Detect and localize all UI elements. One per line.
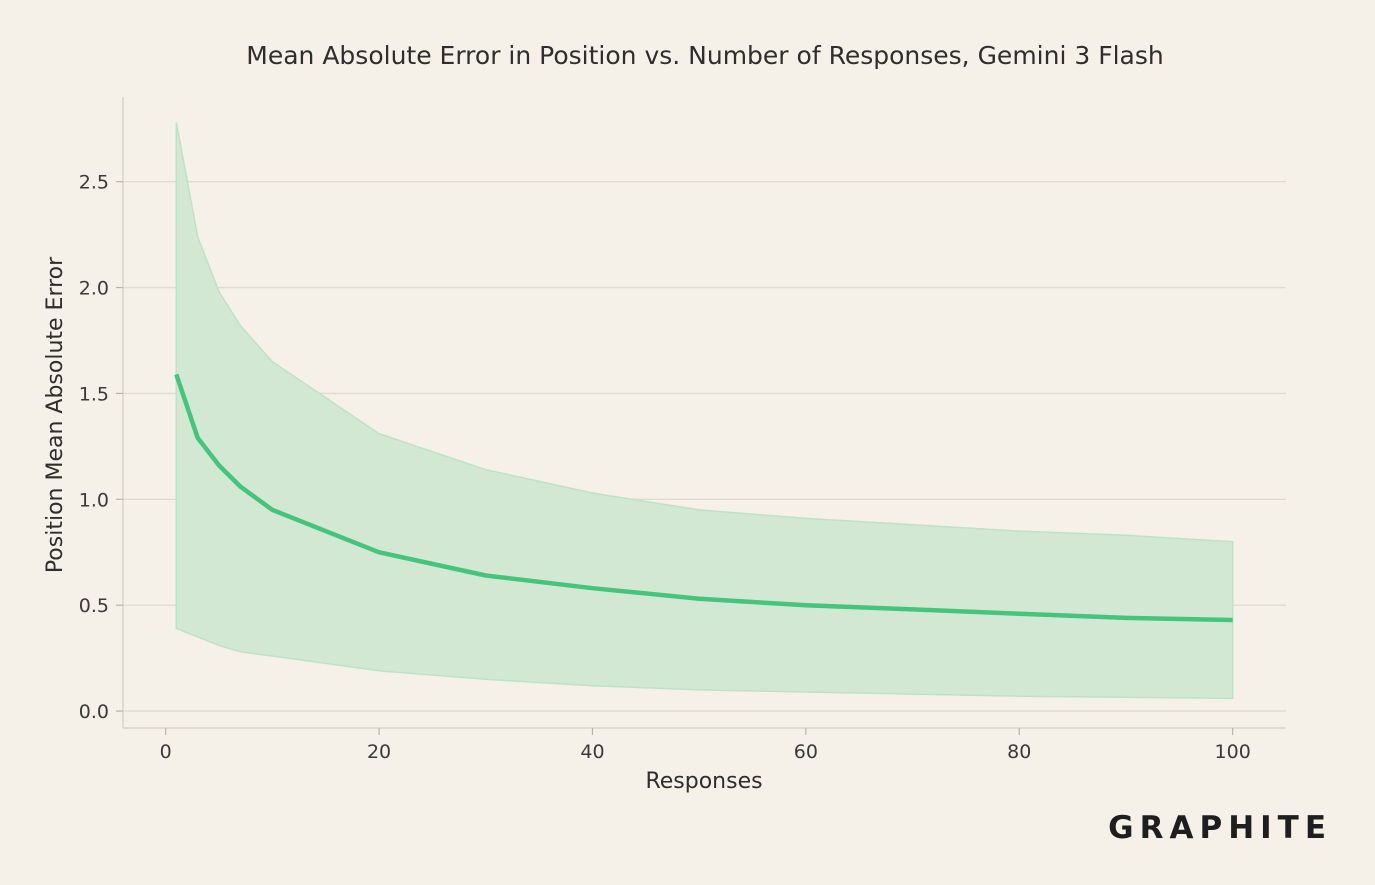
line-layer <box>174 373 1233 623</box>
ticks-layer: 0.0 0.5 1.0 1.5 2.0 2.5 0 20 40 60 80 100 <box>79 172 1251 763</box>
y-tick-label: 2.5 <box>79 172 109 194</box>
y-tick-label: 0.0 <box>79 701 109 723</box>
x-tick-label: 60 <box>794 741 818 763</box>
x-tick-label: 80 <box>1007 741 1031 763</box>
x-tick-label: 0 <box>160 741 172 763</box>
y-tick-label: 1.0 <box>79 489 109 511</box>
chart-title: Mean Absolute Error in Position vs. Numb… <box>246 41 1163 70</box>
y-tick-label: 0.5 <box>79 595 109 617</box>
y-axis-label: Position Mean Absolute Error <box>43 256 68 573</box>
x-tick-label: 100 <box>1215 741 1251 763</box>
mean-line <box>174 373 1233 623</box>
band-layer <box>175 122 1234 700</box>
confidence-band <box>175 122 1234 700</box>
axes-layer <box>122 97 1286 729</box>
y-tick-label: 2.0 <box>79 278 109 300</box>
x-tick-label: 20 <box>367 741 391 763</box>
graphite-logo: GRAPHITE <box>1108 810 1332 846</box>
y-tick-label: 1.5 <box>79 383 109 405</box>
x-axis-label: Responses <box>645 769 762 794</box>
x-tick-label: 40 <box>580 741 604 763</box>
